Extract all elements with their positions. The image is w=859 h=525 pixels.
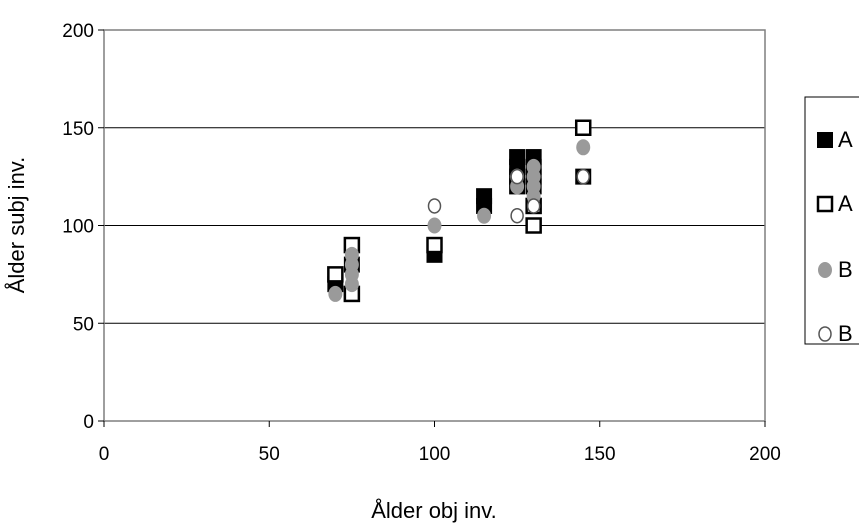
x-tick-label-0: 0 [99,444,110,465]
y-axis-ticks: 0 50 100 150 200 [62,21,104,433]
data-point-s2-4 [344,246,359,263]
data-point-s3-1 [510,207,524,224]
legend-label-1: A [838,191,853,216]
legend-items: A A B B [816,127,853,346]
data-point-s1-3 [426,236,443,254]
x-axis-ticks: 0 50 100 150 200 [99,421,781,465]
data-point-s2-5 [427,217,442,234]
data-point-s3-0 [427,198,442,214]
x-tick-label-150: 150 [584,444,616,465]
data-point-s0-5 [476,188,493,205]
y-tick-label-150: 150 [62,119,94,140]
legend: A A B B [804,96,859,346]
data-point-s2-13 [576,139,591,156]
x-tick-label-50: 50 [259,444,280,465]
legend-marker-0 [817,132,833,148]
y-tick-label-100: 100 [62,217,94,238]
legend-marker-2 [818,262,832,278]
x-tick-label-200: 200 [749,444,781,465]
data-point-s3-3 [526,198,541,214]
legend-label-3: B [838,321,853,346]
data-point-s0-9 [509,149,526,166]
y-tick-label-50: 50 [73,314,94,335]
data-point-s2-6 [477,207,492,224]
data-point-s1-0 [327,266,344,283]
y-tick-label-0: 0 [83,412,94,433]
legend-marker-3 [818,326,832,342]
legend-marker-1 [816,195,834,213]
data-point-s2-12 [526,158,541,175]
data-point-s3-4 [576,168,590,185]
data-point-s2-0 [328,285,343,302]
x-tick-label-100: 100 [419,444,451,465]
x-axis-title: Ålder obj inv. [371,498,497,523]
data-point-s1-4 [525,217,542,234]
legend-label-2: B [838,257,853,282]
data-points [327,119,592,303]
y-axis-title: Ålder subj inv. [4,157,29,294]
y-tick-label-200: 200 [62,21,94,42]
legend-label-0: A [838,127,853,152]
data-point-s1-6 [574,119,592,136]
data-point-s3-2 [510,168,524,185]
